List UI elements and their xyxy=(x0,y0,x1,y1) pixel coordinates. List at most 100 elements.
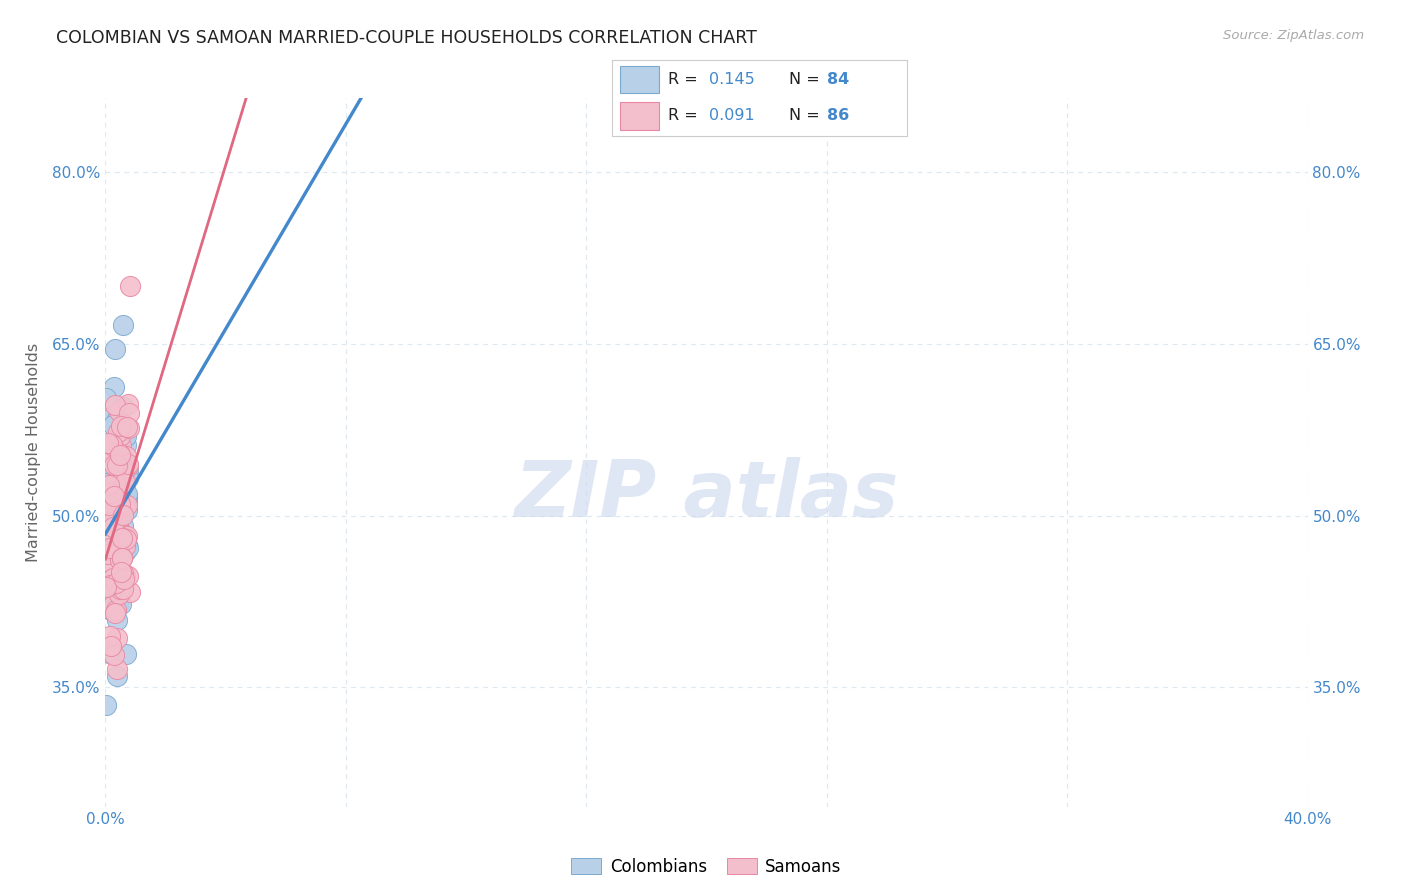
Point xyxy=(111,550,134,565)
Point xyxy=(103,513,125,527)
Point xyxy=(98,602,121,616)
Point xyxy=(107,446,129,460)
Point xyxy=(100,639,122,653)
Point xyxy=(108,525,131,540)
Point xyxy=(117,538,139,552)
Point xyxy=(100,503,122,517)
Point xyxy=(97,538,120,552)
Point xyxy=(96,515,118,529)
Point xyxy=(117,471,139,485)
Point xyxy=(117,457,139,471)
Point xyxy=(103,468,125,483)
Point xyxy=(105,426,128,441)
Point xyxy=(100,526,122,541)
Y-axis label: Married-couple Households: Married-couple Households xyxy=(25,343,41,562)
Point xyxy=(104,342,127,356)
Text: 0.145: 0.145 xyxy=(709,72,755,87)
Point xyxy=(117,397,139,411)
Point xyxy=(114,477,136,491)
Point xyxy=(103,648,125,662)
Point xyxy=(107,480,129,494)
Point xyxy=(101,572,124,586)
Point xyxy=(108,428,131,442)
Point xyxy=(115,503,138,517)
Point xyxy=(103,516,125,530)
Text: ZIP atlas: ZIP atlas xyxy=(515,458,898,533)
Text: R =: R = xyxy=(668,72,703,87)
Point xyxy=(103,475,125,489)
Point xyxy=(98,519,121,533)
Point xyxy=(98,470,121,484)
Point xyxy=(101,444,124,458)
Point xyxy=(103,458,125,473)
Point xyxy=(108,524,131,538)
Point xyxy=(97,478,120,492)
Point xyxy=(101,548,124,562)
Point xyxy=(110,597,132,611)
Point xyxy=(98,484,121,499)
Point xyxy=(114,529,136,543)
Point xyxy=(107,597,129,611)
Point xyxy=(101,520,124,534)
Point xyxy=(115,487,138,501)
Point xyxy=(94,391,117,405)
Point xyxy=(105,603,128,617)
Point xyxy=(103,504,125,518)
Point xyxy=(114,544,136,558)
Point xyxy=(115,498,138,512)
Point xyxy=(108,403,131,417)
Point xyxy=(115,420,138,434)
Point xyxy=(104,476,127,491)
Point xyxy=(97,578,120,592)
Point xyxy=(98,475,121,489)
Point xyxy=(100,410,122,425)
Point xyxy=(97,445,120,459)
Point xyxy=(110,510,132,524)
Point xyxy=(111,582,134,596)
Point xyxy=(107,425,129,439)
Point xyxy=(118,420,141,434)
Point xyxy=(103,379,125,393)
Point xyxy=(111,566,134,581)
Point xyxy=(105,412,128,426)
Point xyxy=(98,629,121,643)
Point xyxy=(96,505,118,519)
Point xyxy=(108,575,131,590)
Point xyxy=(110,419,132,434)
Point xyxy=(117,458,139,473)
Point xyxy=(98,566,121,580)
Point xyxy=(114,489,136,503)
Point xyxy=(108,497,131,511)
Point xyxy=(94,698,117,712)
Point xyxy=(98,580,121,594)
Point xyxy=(104,511,127,525)
Point xyxy=(114,568,136,582)
Legend: Colombians, Samoans: Colombians, Samoans xyxy=(565,851,848,882)
Point xyxy=(97,542,120,557)
Point xyxy=(105,632,128,646)
Point xyxy=(104,398,127,412)
Point xyxy=(115,490,138,504)
Point xyxy=(96,550,118,565)
Point xyxy=(98,516,121,530)
FancyBboxPatch shape xyxy=(620,103,659,129)
Point xyxy=(104,606,127,620)
Point xyxy=(107,505,129,519)
Point xyxy=(96,554,118,568)
Point xyxy=(97,547,120,561)
Point xyxy=(108,582,131,596)
Point xyxy=(107,519,129,533)
Point xyxy=(100,602,122,616)
Point xyxy=(107,481,129,495)
Point xyxy=(111,551,134,566)
Point xyxy=(103,599,125,613)
Text: 86: 86 xyxy=(827,108,849,123)
Point xyxy=(112,528,135,542)
Point xyxy=(115,493,138,508)
Point xyxy=(97,572,120,586)
Text: Source: ZipAtlas.com: Source: ZipAtlas.com xyxy=(1223,29,1364,42)
Text: 84: 84 xyxy=(827,72,849,87)
Point xyxy=(110,439,132,453)
Point xyxy=(104,566,127,581)
Point xyxy=(96,583,118,598)
